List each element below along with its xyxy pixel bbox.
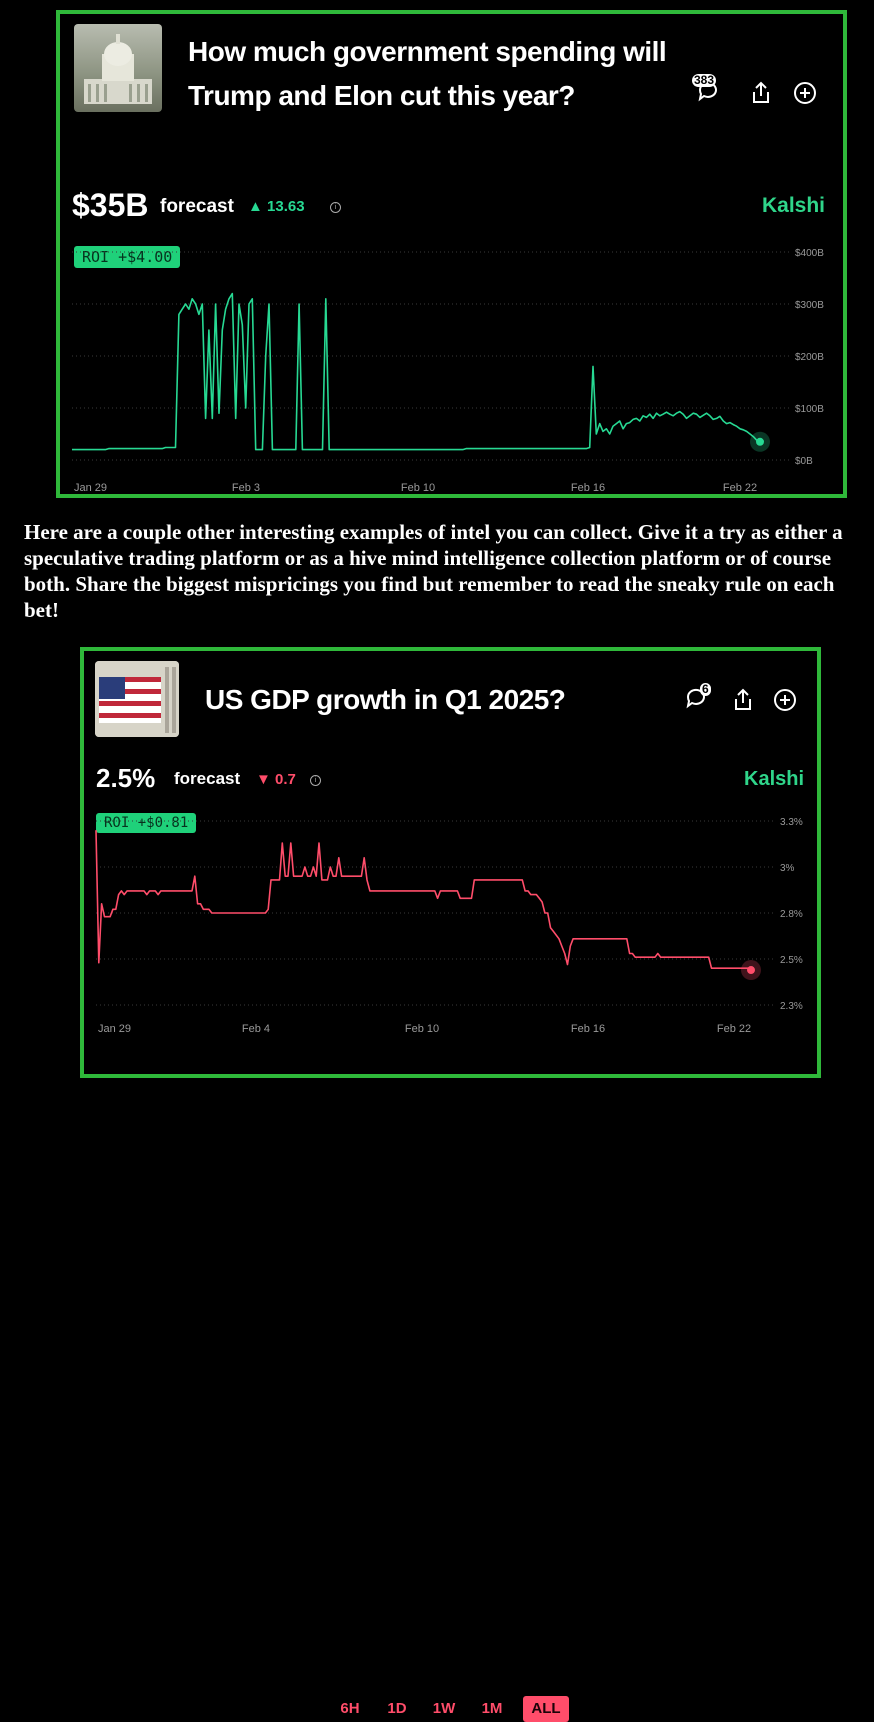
roi-badge: ROI +$0.81: [96, 813, 197, 833]
price-chart[interactable]: 3.3% 3% 2.8% 2.5% 2.3% Jan 29 Feb 4 Feb 10 Feb 1…: [84, 811, 817, 1035]
x-tick-label: Feb 22: [723, 482, 757, 494]
forecast-label: forecast: [174, 769, 241, 788]
us-flag-icon: [95, 661, 179, 737]
comment-icon[interactable]: [684, 687, 708, 711]
y-tick-label: 3.3%: [780, 817, 803, 828]
range-6h[interactable]: 6H: [340, 1700, 360, 1717]
y-tick-label: $300B: [795, 300, 824, 311]
last-point: [756, 437, 764, 446]
x-tick-label: Jan 29: [74, 482, 107, 494]
market-card-gdp[interactable]: US GDP growth in Q1 2025? 6 2.5% forecas…: [80, 647, 821, 1722]
info-icon[interactable]: i: [330, 202, 341, 213]
range-1m[interactable]: 1M: [481, 1700, 503, 1717]
x-tick-label: Feb 22: [717, 1023, 751, 1035]
share-icon[interactable]: [732, 688, 754, 712]
brand-label: Kalshi: [744, 768, 805, 790]
add-circle-icon[interactable]: [773, 688, 797, 712]
price-chart[interactable]: $400B $300B $200B $100B $0B Jan 29 Feb 3 Feb 10…: [60, 242, 843, 502]
x-tick-label: Feb 16: [571, 482, 605, 494]
range-all[interactable]: ALL: [523, 1696, 569, 1722]
brand-label: Kalshi: [762, 194, 826, 217]
market-title[interactable]: How much government spending will Trump …: [188, 36, 667, 111]
y-tick-label: $100B: [795, 404, 824, 415]
series-line: [72, 292, 761, 451]
y-tick-label: $400B: [795, 248, 824, 259]
x-tick-label: Feb 10: [401, 482, 435, 494]
y-tick-label: $0B: [795, 456, 813, 467]
x-tick-label: Feb 10: [405, 1023, 439, 1035]
x-tick-label: Jan 29: [98, 1023, 131, 1035]
market-card-spending[interactable]: How much government spending will Trump …: [56, 10, 847, 498]
body-paragraph: Here are a couple other interesting exam…: [24, 520, 843, 622]
x-tick-label: Feb 3: [232, 482, 260, 494]
x-tick-label: Feb 4: [242, 1023, 270, 1035]
y-tick-label: 2.5%: [780, 955, 803, 966]
forecast-value: 2.5%: [96, 763, 156, 793]
forecast-change: ▲ 13.63: [248, 198, 305, 215]
capitol-building-icon: [84, 34, 152, 104]
last-point: [747, 966, 755, 975]
forecast-change: ▼ 0.7: [256, 771, 296, 788]
comment-count-badge: 383: [692, 73, 717, 87]
y-tick-label: 3%: [780, 863, 795, 874]
market-thumbnail-capitol[interactable]: [74, 24, 162, 112]
market-title[interactable]: US GDP growth in Q1 2025?: [205, 684, 566, 715]
share-icon[interactable]: [750, 81, 772, 105]
y-tick-label: 2.3%: [780, 1001, 803, 1012]
x-tick-label: Feb 16: [571, 1023, 605, 1035]
series-line: [95, 830, 752, 971]
add-circle-icon[interactable]: [793, 81, 817, 105]
y-tick-label: $200B: [795, 352, 824, 363]
comment-count-badge: 6: [700, 682, 711, 696]
forecast-label: forecast: [160, 196, 234, 217]
market-thumbnail-flag[interactable]: [95, 661, 179, 737]
range-1w[interactable]: 1W: [432, 1700, 456, 1717]
range-1d[interactable]: 1D: [387, 1700, 407, 1717]
forecast-value: $35B: [72, 187, 149, 223]
info-icon[interactable]: i: [310, 775, 321, 786]
y-tick-label: 2.8%: [780, 909, 803, 920]
